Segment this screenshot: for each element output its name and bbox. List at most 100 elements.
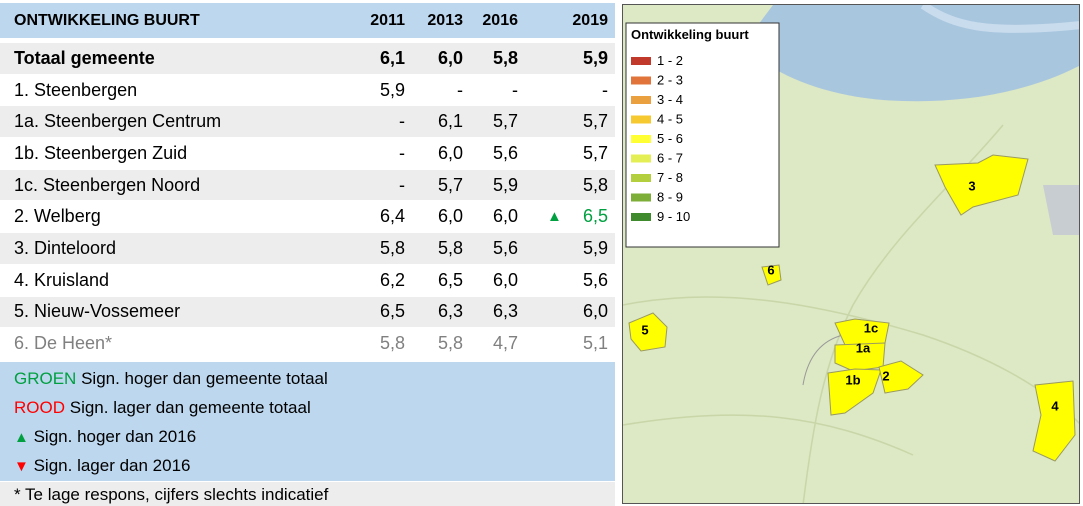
cell-value: 5,8 [437, 238, 463, 259]
header-cell: 2011 [370, 11, 405, 29]
header-cell: ONTWIKKELING BUURT [14, 11, 200, 29]
table-row: 4. Kruisland 6,2 6,5 6,0 5,6 [0, 264, 615, 297]
cell-value: 6,1 [437, 111, 463, 132]
cell-value: - [602, 79, 608, 100]
cell-value: 6,5 [437, 269, 463, 290]
legend-label: 1 - 2 [657, 53, 683, 68]
row-name: 1. Steenbergen [14, 79, 138, 100]
legend-label: 3 - 4 [657, 92, 683, 107]
row-name: 1c. Steenbergen Noord [14, 174, 201, 195]
row-name: 4. Kruisland [14, 269, 110, 290]
area-label: 1c [864, 320, 878, 335]
map-legend [625, 22, 780, 248]
header-cell: 2019 [572, 11, 608, 29]
cell-value: 5,9 [582, 238, 608, 259]
area-label: 4 [1051, 398, 1059, 413]
cell-value: 5,9 [379, 79, 405, 100]
note-key: ROOD [14, 398, 65, 417]
cell-value: 5,7 [437, 174, 463, 195]
legend-label: 6 - 7 [657, 151, 683, 166]
cell-value: 5,7 [492, 111, 518, 132]
cell-value: 6,2 [379, 269, 405, 290]
table-row: 1b. Steenbergen Zuid - 6,0 5,6 5,7 [0, 138, 615, 170]
row-name: 5. Nieuw-Vossemeer [14, 301, 181, 322]
cell-value: 6,0 [492, 269, 518, 290]
note-text: Sign. lager dan 2016 [33, 456, 191, 475]
note: ▲ Sign. hoger dan 2016 [14, 427, 196, 447]
table-row: 1. Steenbergen 5,9 - - - [0, 74, 615, 107]
cell-value: - [457, 79, 463, 100]
cell-value: 5,8 [492, 47, 518, 68]
cell-value: 6,0 [582, 301, 608, 322]
legend-swatch [631, 154, 651, 163]
legend-label: 8 - 9 [657, 190, 683, 205]
cell-value: 5,1 [582, 333, 608, 354]
cell-value: 5,9 [582, 47, 608, 68]
cell-value: 6,5 [379, 301, 405, 322]
cell-value: 5,6 [582, 269, 608, 290]
header-cell: 2013 [427, 11, 463, 29]
cell-value: 6,0 [437, 206, 463, 227]
cell-value: 6,0 [437, 142, 463, 163]
area-label: 1a [856, 340, 871, 355]
note-icon: ▲ [14, 429, 29, 446]
row-name: 1b. Steenbergen Zuid [14, 142, 188, 163]
cell-value: 5,7 [582, 142, 608, 163]
area-label: 1b [845, 372, 860, 387]
row-name: 3. Dinteloord [14, 238, 117, 259]
table-row: 1a. Steenbergen Centrum - 6,1 5,7 5,7 [0, 106, 615, 139]
legend-label: 7 - 8 [657, 170, 683, 185]
footnote-bg [0, 482, 615, 506]
cell-value: 5,8 [379, 238, 405, 259]
cell-value: - [512, 79, 518, 100]
cell-value: 6,0 [492, 206, 518, 227]
cell-value: 6,5 [582, 206, 608, 227]
legend-title: Ontwikkeling buurt [631, 27, 749, 42]
cell-value: 4,7 [492, 333, 518, 354]
table-row: 1c. Steenbergen Noord - 5,7 5,9 5,8 [0, 169, 615, 202]
cell-value: 5,9 [492, 174, 518, 195]
cell-value: - [399, 111, 405, 132]
footnote: * Te lage respons, cijfers slechts indic… [14, 485, 329, 504]
note-text: Sign. hoger dan 2016 [33, 427, 197, 446]
cell-value: - [399, 142, 405, 163]
note: GROEN Sign. hoger dan gemeente totaal [14, 369, 328, 389]
cell-value: 6,3 [492, 301, 518, 322]
map: 3 6 5 1c 1a 1b 2 4 Ontwikkeling buurt 1 - 2 2 - … [622, 4, 1080, 504]
note: ROOD Sign. lager dan gemeente totaal [14, 398, 311, 418]
cell-value: 6,4 [379, 206, 405, 227]
row-name: Totaal gemeente [14, 47, 155, 68]
cell-value: - [399, 174, 405, 195]
legend-label: 2 - 3 [657, 73, 683, 88]
table-row: 3. Dinteloord 5,8 5,8 5,6 5,9 [0, 233, 615, 265]
cell-value: 5,8 [379, 333, 405, 354]
legend-swatch [631, 174, 651, 182]
cell-value: 5,8 [437, 333, 463, 354]
cell-value: 5,6 [492, 238, 518, 259]
legend-swatch [631, 76, 651, 85]
legend-label: 4 - 5 [657, 112, 683, 127]
legend-swatch [631, 135, 651, 143]
legend-label: 5 - 6 [657, 131, 683, 146]
legend-swatch [631, 57, 651, 65]
legend-swatch [631, 193, 651, 202]
cell-value: 6,1 [379, 47, 405, 68]
cell-value: 5,6 [492, 142, 518, 163]
legend-label: 9 - 10 [657, 209, 690, 224]
table-row: Totaal gemeente 6,1 6,0 5,8 5,9 [0, 43, 615, 75]
row-name: 6. De Heen* [14, 333, 113, 354]
cell-value: 6,3 [437, 301, 463, 322]
notes-bg [0, 362, 615, 481]
area-label: 5 [641, 322, 648, 337]
area-label: 3 [968, 178, 975, 193]
header-row: ONTWIKKELING BUURT 2011 2013 2016 2019 [0, 3, 615, 39]
table-row: 5. Nieuw-Vossemeer 6,5 6,3 6,3 6,0 [0, 296, 615, 329]
header-cell: 2016 [482, 11, 518, 29]
area-label: 6 [767, 262, 774, 277]
legend-swatch [631, 115, 651, 124]
cell-value: 6,0 [437, 47, 463, 68]
legend-swatch [631, 96, 651, 104]
row-name: 2. Welberg [14, 206, 101, 227]
note-text: Sign. hoger dan gemeente totaal [81, 369, 328, 388]
